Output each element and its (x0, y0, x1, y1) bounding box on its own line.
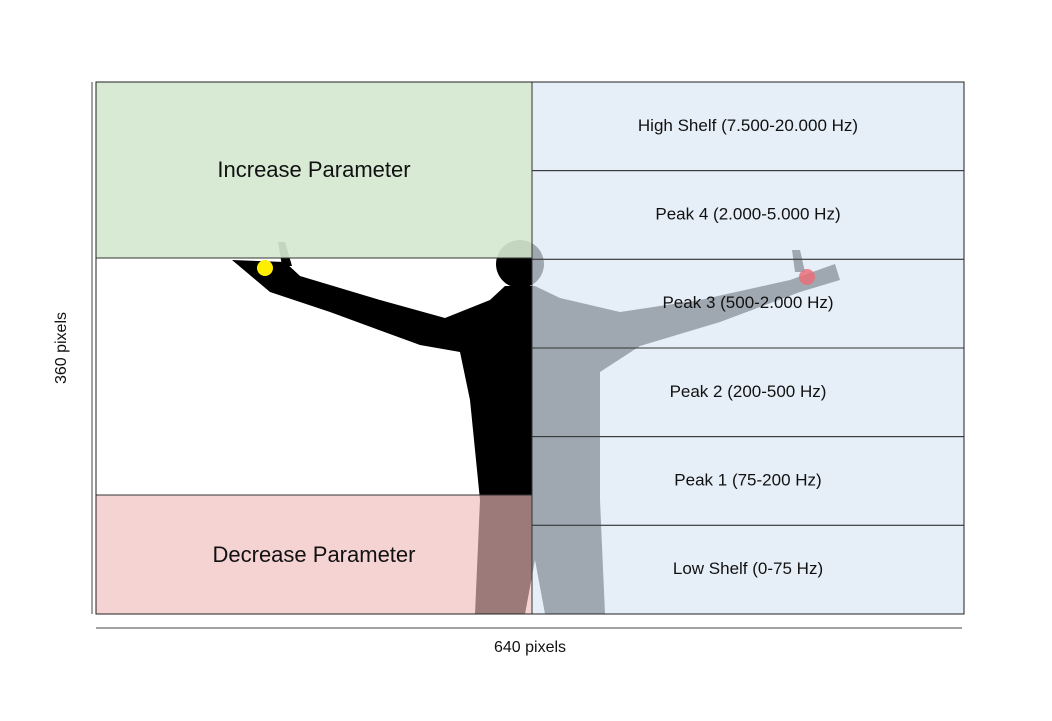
right-hand-dot (799, 269, 815, 285)
height-label: 360 pixels (53, 312, 70, 384)
band-cell (531, 170, 965, 260)
band-cell (531, 81, 965, 172)
band-cell (531, 347, 965, 438)
band-label: Low Shelf (0-75 Hz) (673, 559, 823, 578)
band-label: High Shelf (7.500-20.000 Hz) (638, 116, 858, 135)
frame (95, 81, 965, 615)
band-label: Peak 1 (75-200 Hz) (674, 470, 821, 489)
width-label: 640 pixels (494, 639, 566, 656)
band-list: High Shelf (7.500-20.000 Hz) Peak 4 (2.00… (531, 81, 965, 615)
left-hand-dot (257, 260, 273, 276)
increase-label: Increase Parameter (217, 157, 410, 182)
decrease-zone (95, 494, 533, 615)
band-label: Peak 3 (500-2.000 Hz) (662, 293, 833, 312)
decrease-label: Decrease Parameter (213, 542, 416, 567)
band-cell (531, 258, 965, 349)
band-label: Peak 4 (2.000-5.000 Hz) (655, 204, 840, 223)
band-cell (531, 524, 965, 615)
band-label: Peak 2 (200-500 Hz) (670, 382, 827, 401)
